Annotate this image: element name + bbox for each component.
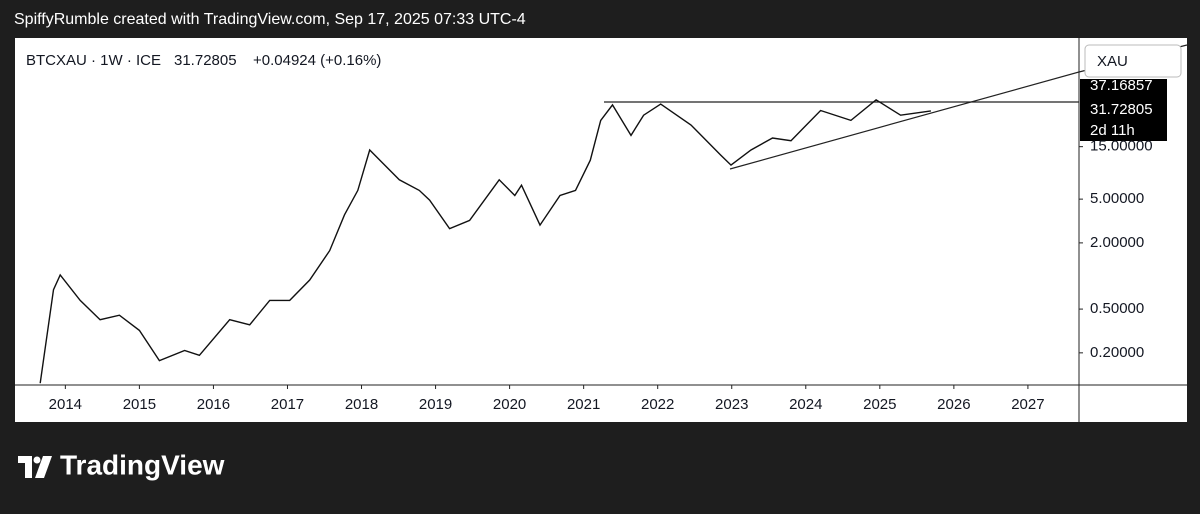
y-tick-label: 0.50000 [1090, 300, 1144, 317]
x-tick-label: 2026 [937, 396, 970, 413]
y-tick-label: 15.00000 [1090, 138, 1153, 155]
x-tick-label: 2022 [641, 396, 674, 413]
price-label-box [1080, 79, 1167, 141]
line-label: 37.16857 [1090, 77, 1153, 94]
x-tick-label: 2014 [49, 396, 82, 413]
x-tick-label: 2023 [715, 396, 748, 413]
y-tick-label: 0.20000 [1090, 344, 1144, 361]
x-tick-label: 2021 [567, 396, 600, 413]
x-tick-label: 2015 [123, 396, 156, 413]
x-tick-label: 2024 [789, 396, 822, 413]
x-tick-label: 2019 [419, 396, 452, 413]
currency-box[interactable] [1084, 44, 1182, 78]
currency[interactable]: XAU [1097, 53, 1128, 70]
chart-frame [15, 38, 1187, 422]
brand: TradingView [60, 449, 225, 480]
header-text: SpiffyRumble created with TradingView.co… [14, 11, 526, 28]
x-tick-label: 2016 [197, 396, 230, 413]
symbol: BTCXAU · 1W · ICE [26, 52, 161, 69]
x-tick-label: 2025 [863, 396, 896, 413]
trend-line [729, 71, 1079, 170]
x-tick-label: 2017 [271, 396, 304, 413]
change: +0.04924 (+0.16%) [253, 52, 381, 69]
brand-logo [18, 456, 52, 478]
x-tick-label: 2020 [493, 396, 526, 413]
last-price: 31.72805 [174, 52, 237, 69]
y-tick-label: 2.00000 [1090, 234, 1144, 251]
x-tick-label: 2027 [1011, 396, 1044, 413]
y-tick-label: 5.00000 [1090, 190, 1144, 207]
price-line [39, 98, 931, 384]
plot-area [39, 71, 1079, 384]
countdown: 2d 11h [1090, 122, 1135, 139]
x-tick-label: 2018 [345, 396, 378, 413]
price-label: 31.72805 [1090, 101, 1153, 118]
